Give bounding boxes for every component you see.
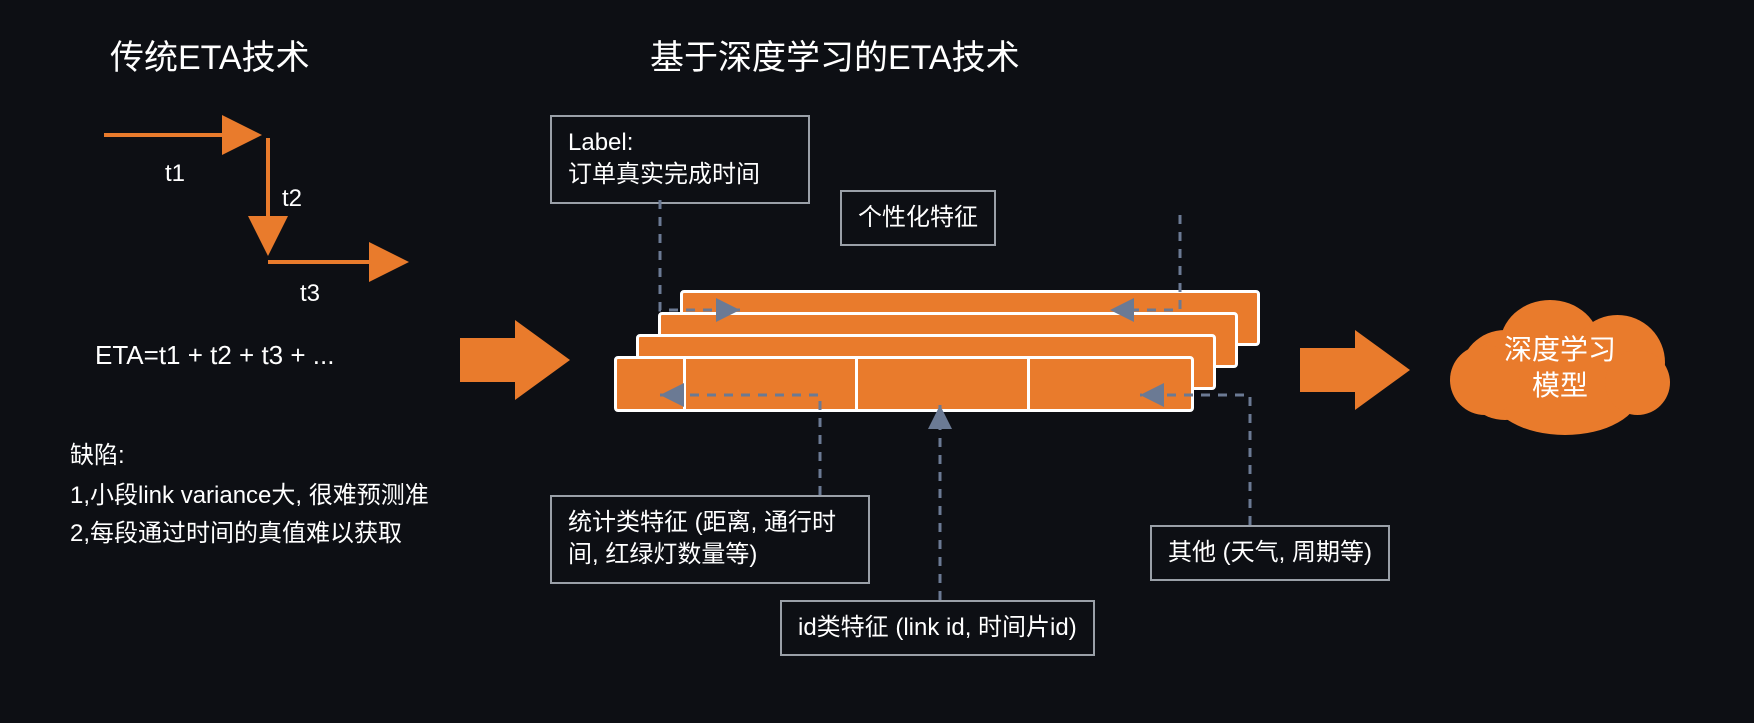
eta-formula: ETA=t1 + t2 + t3 + ... [95,340,334,371]
front-card-cell-1 [617,359,686,409]
personalized-box: 个性化特征 [840,190,996,246]
defect-line-1: 1,小段link variance大, 很难预测准 [70,475,429,510]
front-card-cell-3 [858,359,1030,409]
arrow-head-icon [1355,330,1410,410]
cloud-model: 深度学习 模型 [1450,290,1670,440]
id-box: id类特征 (link id, 时间片id) [780,600,1095,656]
stats-box: 统计类特征 (距离, 通行时间, 红绿灯数量等) [550,495,870,584]
conn-other [1140,395,1250,525]
defects-header: 缺陷: [70,435,125,470]
seg-label-t3: t3 [300,280,320,308]
seg-label-t2: t2 [282,185,302,213]
cloud-label: 深度学习 模型 [1450,332,1670,405]
arrow-shaft [460,338,515,382]
front-card-cell-2 [686,359,858,409]
seg-label-t1: t1 [165,160,185,188]
label-box: Label: 订单真实完成时间 [550,115,810,204]
arrow-shaft [1300,348,1355,392]
big-arrow-right [1300,330,1410,410]
other-box: 其他 (天气, 周期等) [1150,525,1390,581]
title-right: 基于深度学习的ETA技术 [650,30,1020,79]
defect-line-2: 2,每段通过时间的真值难以获取 [70,513,402,548]
big-arrow-left [460,320,570,400]
arrow-head-icon [515,320,570,400]
stack-card-front [614,356,1194,412]
title-left: 传统ETA技术 [110,30,310,79]
